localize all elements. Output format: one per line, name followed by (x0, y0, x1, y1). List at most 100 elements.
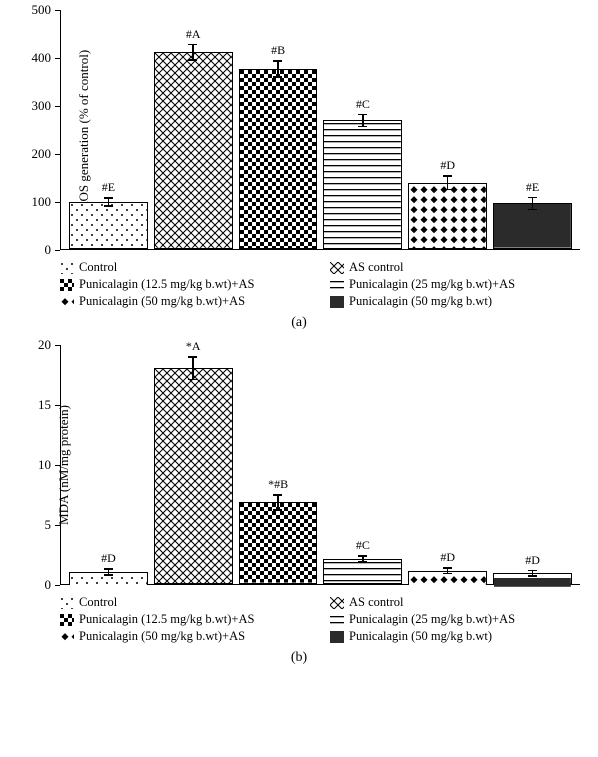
bar-annotation: #D (525, 553, 540, 568)
bar-annotation: #C (356, 538, 370, 553)
plot-area: #E #A #B #C #D #E (60, 10, 580, 250)
legend-label: Punicalagin (50 mg/kg b.wt)+AS (79, 629, 245, 644)
y-tick-label: 400 (32, 50, 52, 66)
legend-item: Punicalagin (50 mg/kg b.wt)+AS (60, 629, 318, 644)
y-tick: 200 (32, 146, 61, 162)
legend: Control AS control Punicalagin (12.5 mg/kg… (60, 260, 588, 309)
legend-item: Punicalagin (50 mg/kg b.wt)+AS (60, 294, 318, 309)
y-tick-label: 5 (45, 517, 52, 533)
legend-swatch (330, 279, 344, 291)
y-axis: 0100200300400500 (10, 10, 60, 250)
panel-label: (a) (10, 315, 588, 331)
bar-annotation: *A (186, 339, 201, 354)
legend-item: Control (60, 595, 318, 610)
y-tick: 0 (45, 242, 61, 258)
bar-group: #D (493, 553, 572, 584)
y-tick: 15 (38, 397, 60, 413)
legend-label: AS control (349, 595, 404, 610)
chart-panel-a: ROS generation (% of control)01002003004… (10, 10, 588, 250)
legend-label: Punicalagin (25 mg/kg b.wt)+AS (349, 277, 515, 292)
error-bar (108, 568, 110, 575)
y-tick: 5 (45, 517, 61, 533)
error-bar (532, 197, 534, 210)
error-bar (532, 570, 534, 577)
panel-label: (b) (10, 650, 588, 666)
bar-group: *A (154, 339, 233, 584)
y-tick: 400 (32, 50, 61, 66)
error-bar (362, 114, 364, 127)
legend-swatch (330, 614, 344, 626)
legend-swatch (60, 614, 74, 626)
bar-annotation: #E (102, 180, 115, 195)
bar-group: *#B (239, 477, 318, 584)
legend-item: Punicalagin (12.5 mg/kg b.wt)+AS (60, 612, 318, 627)
legend-item: Punicalagin (50 mg/kg b.wt) (330, 629, 588, 644)
bar-annotation: #A (186, 27, 201, 42)
y-tick-label: 10 (38, 457, 51, 473)
legend-label: Punicalagin (12.5 mg/kg b.wt)+AS (79, 277, 254, 292)
legend-swatch (330, 597, 344, 609)
y-tick-label: 300 (32, 98, 52, 114)
error-bar (108, 197, 110, 207)
bar-annotation: #E (526, 180, 539, 195)
bar-group: #B (239, 43, 318, 249)
error-bar (277, 60, 279, 77)
legend-swatch (60, 296, 74, 308)
chart-panel-b: MDA (nM/mg protein)05101520#D*A*#B#C#D#D (10, 345, 588, 585)
error-bar (447, 567, 449, 574)
bar (154, 52, 233, 249)
bars-row: #E #A #B #C #D #E (61, 27, 580, 249)
legend-item: Punicalagin (25 mg/kg b.wt)+AS (330, 277, 588, 292)
legend-item: Punicalagin (25 mg/kg b.wt)+AS (330, 612, 588, 627)
bar-group: #D (408, 158, 487, 249)
legend-label: AS control (349, 260, 404, 275)
legend-label: Punicalagin (50 mg/kg b.wt) (349, 629, 492, 644)
legend-swatch (60, 597, 74, 609)
legend-item: AS control (330, 595, 588, 610)
legend-label: Punicalagin (12.5 mg/kg b.wt)+AS (79, 612, 254, 627)
legend-item: Punicalagin (12.5 mg/kg b.wt)+AS (60, 277, 318, 292)
bar-group: #D (69, 551, 148, 584)
legend-item: Control (60, 260, 318, 275)
bar-group: #C (323, 538, 402, 584)
legend-swatch (60, 631, 74, 643)
y-tick: 10 (38, 457, 60, 473)
bar (323, 120, 402, 249)
bar-annotation: #C (356, 97, 370, 112)
y-tick-label: 100 (32, 194, 52, 210)
plot-area: #D*A*#B#C#D#D (60, 345, 580, 585)
bar (69, 202, 148, 249)
y-tick-label: 200 (32, 146, 52, 162)
bar (323, 559, 402, 584)
legend-label: Punicalagin (25 mg/kg b.wt)+AS (349, 612, 515, 627)
legend: Control AS control Punicalagin (12.5 mg/kg… (60, 595, 588, 644)
y-tick-label: 20 (38, 337, 51, 353)
legend-swatch (330, 296, 344, 308)
error-bar (192, 44, 194, 61)
y-tick: 20 (38, 337, 60, 353)
error-bar (192, 356, 194, 380)
legend-swatch (330, 262, 344, 274)
bar-group: #E (493, 180, 572, 249)
legend-label: Control (79, 595, 117, 610)
bar-annotation: #B (271, 43, 285, 58)
error-bar (362, 555, 364, 562)
bar (493, 203, 572, 249)
bar (239, 69, 318, 249)
error-bar (447, 175, 449, 190)
bar-group: #C (323, 97, 402, 249)
y-tick: 500 (32, 2, 61, 18)
bar-group: #E (69, 180, 148, 249)
bar-annotation: #D (440, 550, 455, 565)
y-tick-label: 0 (45, 577, 52, 593)
error-bar (277, 494, 279, 511)
y-axis: 05101520 (10, 345, 60, 585)
legend-swatch (60, 279, 74, 291)
legend-swatch (330, 631, 344, 643)
y-tick-label: 500 (32, 2, 52, 18)
y-tick-label: 0 (45, 242, 52, 258)
y-tick: 0 (45, 577, 61, 593)
y-tick: 100 (32, 194, 61, 210)
legend-label: Punicalagin (50 mg/kg b.wt)+AS (79, 294, 245, 309)
bars-row: #D *A *#B #C #D #D (61, 339, 580, 584)
